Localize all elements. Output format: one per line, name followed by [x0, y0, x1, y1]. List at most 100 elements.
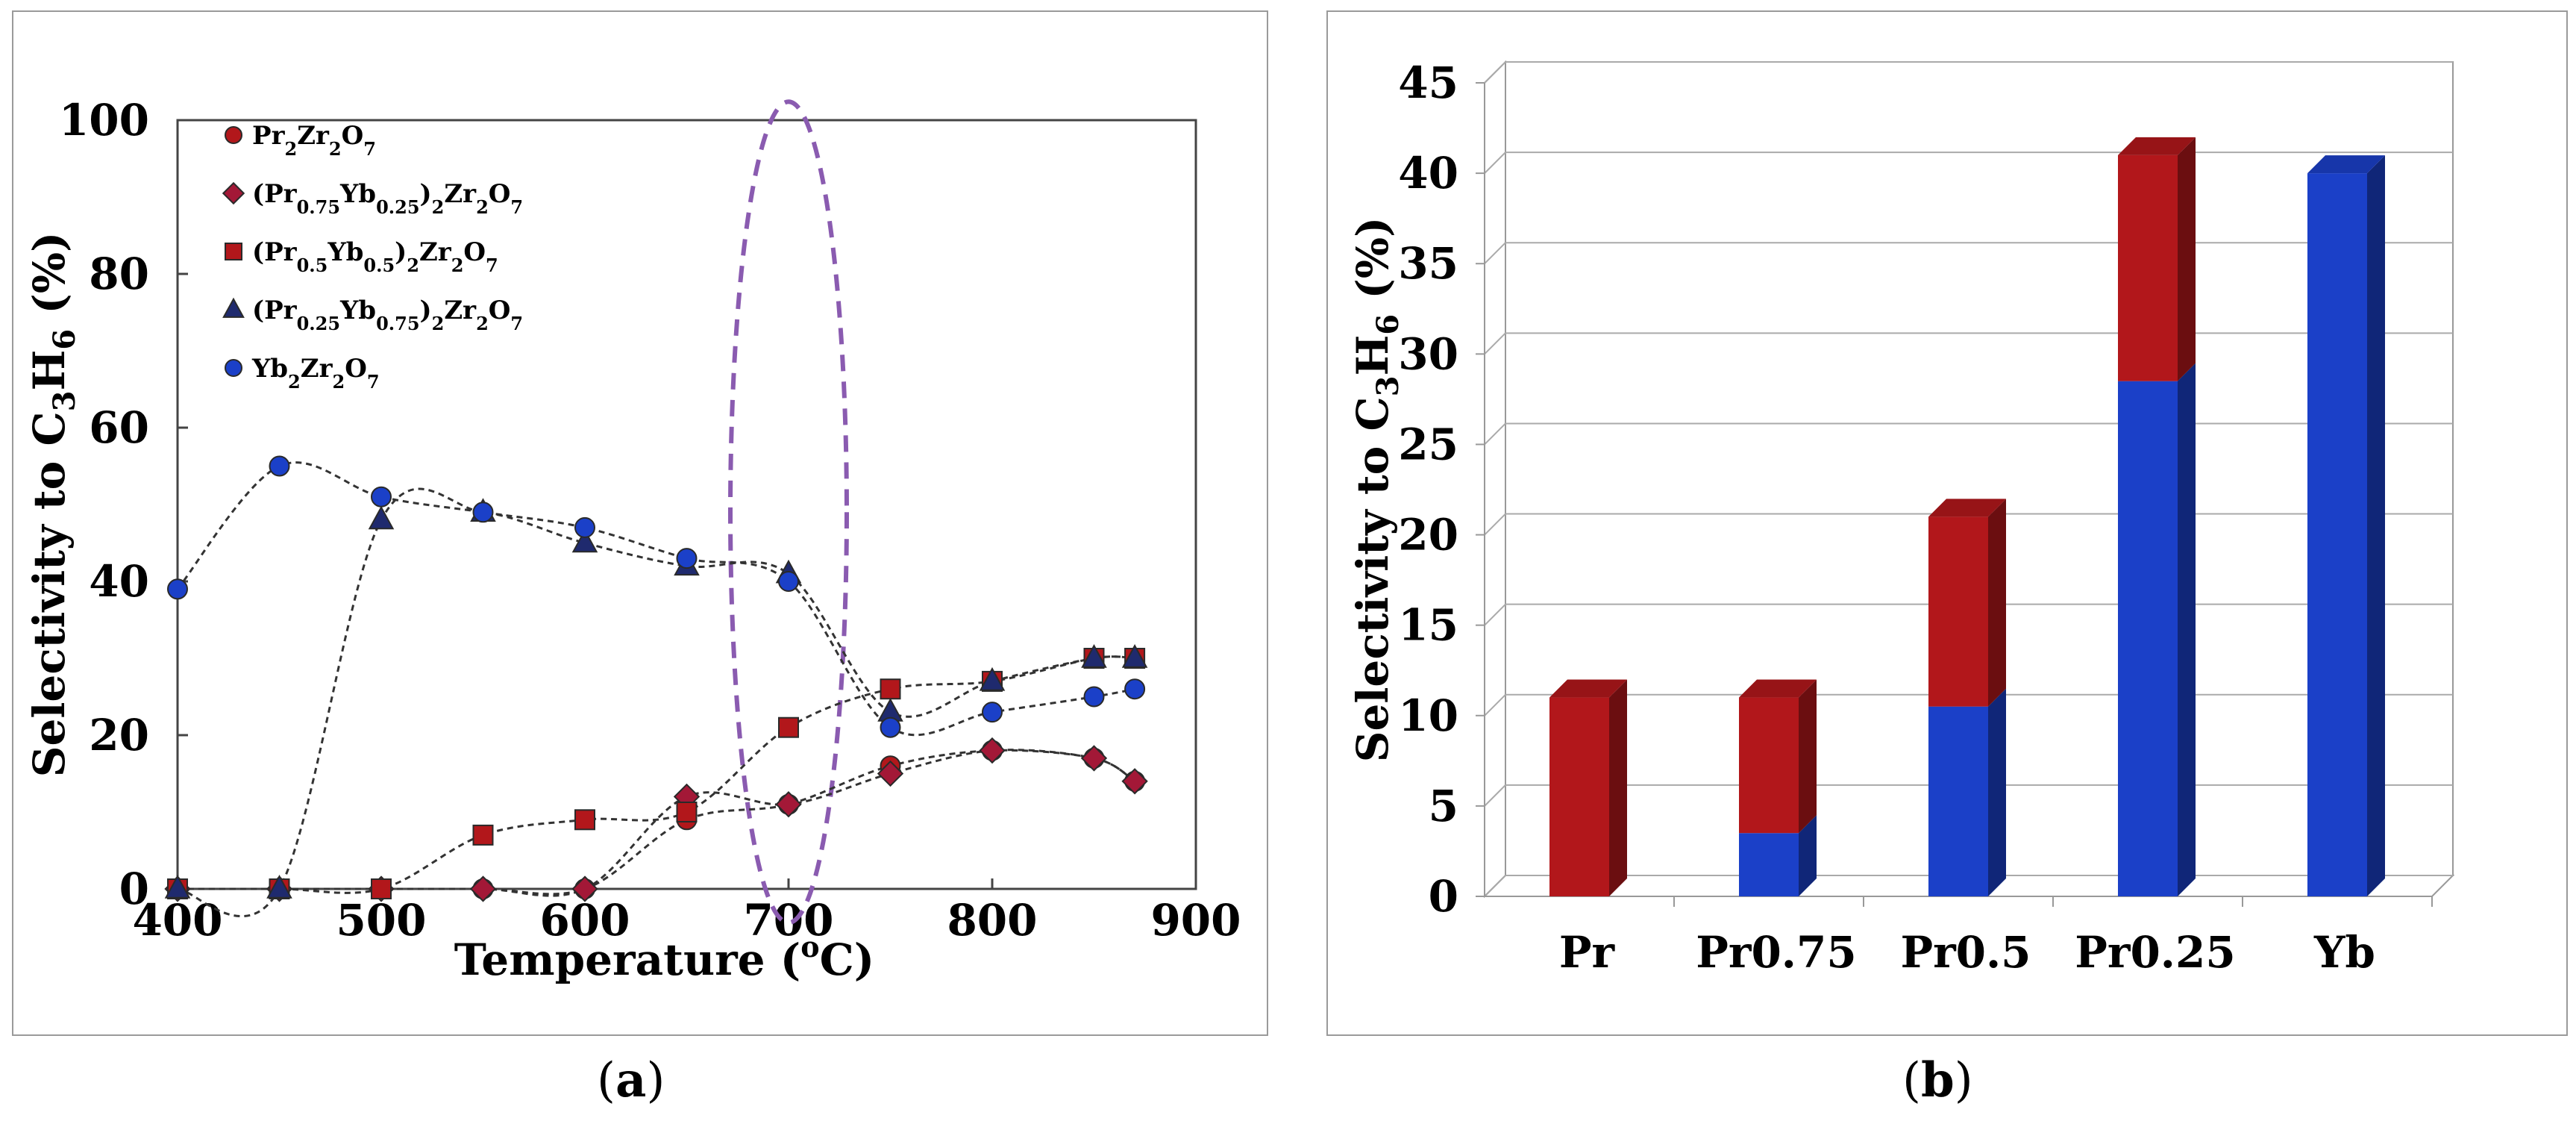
data-point	[676, 548, 698, 569]
bar-Pr	[1549, 679, 1627, 896]
data-point	[269, 455, 290, 477]
legend-sub: 0.5	[363, 255, 395, 276]
legend-sub: 2	[476, 196, 489, 218]
bar-segment-Yb-front	[1739, 833, 1799, 896]
series-line-(Pr0.5Yb0.5)2Zr2O7	[178, 655, 1135, 894]
data-point	[880, 716, 901, 738]
legend-text: O	[463, 237, 486, 267]
legend-text: Zr	[419, 237, 452, 267]
gridline-side	[1484, 603, 1506, 626]
legend-text: Yb	[339, 179, 376, 209]
data-point	[571, 875, 598, 902]
legend-sub: 0.75	[376, 313, 419, 334]
gridline-side	[1484, 242, 1506, 264]
y-axis-label-sub: 3	[47, 390, 82, 411]
legend-text: O	[345, 354, 367, 384]
caption-b-letter: b	[1920, 1052, 1955, 1108]
y-axis-label-text: Selectivity to C	[24, 411, 75, 777]
legend-text: Zr	[444, 179, 477, 209]
bar-segment-Pr-front	[1739, 697, 1799, 834]
y-axis-label-end: (%)	[1347, 217, 1398, 314]
legend-marker	[222, 181, 245, 205]
x-tick-label: 700	[743, 895, 833, 946]
data-point	[266, 875, 292, 899]
y-tick-label: 5	[1429, 781, 1458, 831]
y-tick-label: 0	[1429, 871, 1458, 922]
caption-a: (a)	[597, 1052, 665, 1108]
bar-segment-Yb-side	[1988, 688, 2006, 896]
legend-label: Yb2Zr2O7	[251, 354, 380, 393]
x-tick-label: Yb	[2313, 927, 2375, 978]
y-axis-label-sub: 6	[1370, 314, 1405, 335]
legend-sub: 0.25	[376, 196, 419, 218]
legend-text: Zr	[297, 121, 330, 151]
x-tick-label: Pr0.75	[1696, 927, 1856, 978]
data-point	[982, 702, 1003, 723]
bar-Pr0.25	[2118, 137, 2196, 897]
highlight-ellipse	[728, 99, 849, 925]
data-point	[1121, 644, 1148, 668]
data-point	[472, 824, 494, 846]
gridline-side	[1484, 332, 1506, 355]
x-tick-label: Pr0.5	[1900, 927, 2031, 978]
y-tick-label: 20	[1398, 510, 1458, 561]
legend-label: Pr2Zr2O7	[252, 121, 376, 160]
x-tick-label: 500	[336, 895, 426, 946]
legend-sub: 7	[363, 138, 376, 160]
bar-top	[1549, 679, 1627, 698]
bar-segment-Yb-front	[2118, 381, 2178, 897]
x-axis-label: Temperature (oC)	[454, 930, 874, 985]
bar-Pr0.5	[1928, 499, 2006, 896]
bar-segment-Pr-front	[2118, 154, 2178, 381]
caption-a-letter: a	[615, 1052, 647, 1108]
data-point	[778, 571, 799, 592]
data-point	[979, 737, 1006, 764]
bar-segment-Pr-side	[1988, 499, 2006, 707]
y-axis-label-sub: 3	[1370, 375, 1405, 396]
data-point	[979, 666, 1006, 691]
data-point	[574, 809, 595, 831]
data-point	[472, 502, 494, 523]
bar-top	[2307, 155, 2385, 174]
legend-label: (Pr0.5Yb0.5)2Zr2O7	[252, 237, 498, 276]
bar-segment-Pr-side	[1609, 679, 1627, 896]
data-point	[371, 878, 392, 899]
bar-segment-Pr-front	[1928, 516, 1988, 707]
y-tick-label: 15	[1398, 600, 1458, 651]
bar-top	[1928, 499, 2006, 517]
bar-segment-Yb-front	[1928, 706, 1988, 896]
gridline-side	[1484, 422, 1506, 446]
data-point	[1124, 678, 1146, 700]
data-point	[1121, 768, 1148, 795]
bar-chart-svg: 0 5 10 15 20 25 30 35 40 45 Selectivity to C3H6 (%…	[1347, 57, 2455, 978]
data-point	[371, 486, 392, 508]
panel-b-bar-chart: 0 5 10 15 20 25 30 35 40 45 Selectivity to C3H6 (%…	[1326, 10, 2568, 1036]
legend-text: (Pr	[252, 179, 298, 209]
legend-text: )	[395, 237, 407, 267]
x-tick-label: 800	[947, 895, 1037, 946]
legend-sub: 2	[332, 371, 345, 393]
legend-text: Pr	[252, 121, 286, 151]
data-point	[880, 678, 901, 700]
x-axis-label-end: C)	[820, 934, 875, 985]
caption-b: (b)	[1902, 1052, 1973, 1108]
series-line-Pr2Zr2O7	[178, 749, 1135, 896]
data-point	[1081, 644, 1107, 668]
legend-sub: 2	[288, 371, 301, 393]
legend-text: Yb	[327, 237, 363, 267]
gridline-side	[1484, 61, 1506, 84]
legend-text: (Pr	[252, 237, 298, 267]
legend-sub: 2	[432, 313, 445, 334]
legend-text: O	[489, 296, 511, 325]
bar-Pr0.75	[1739, 679, 1817, 896]
legend-marker	[225, 359, 242, 377]
bar-segment-Yb-side	[2367, 155, 2385, 897]
x-axis-label-text: Temperature (	[454, 934, 800, 985]
x-tick-label: 900	[1150, 895, 1241, 946]
legend-text: )	[420, 296, 432, 325]
bar-segment-Pr-side	[2178, 137, 2196, 381]
y-tick-label: 80	[89, 249, 149, 299]
data-point	[778, 716, 799, 738]
y-axis-label-text: Selectivity to C	[1347, 396, 1398, 762]
bar-segment-Yb-side	[1799, 815, 1817, 896]
